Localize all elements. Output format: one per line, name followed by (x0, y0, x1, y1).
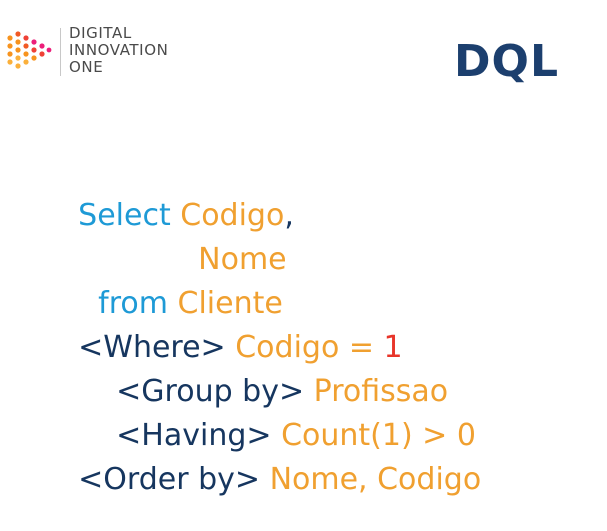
slide-title: DQL (454, 36, 559, 87)
code-line-where: <Where> Codigo = 1 (40, 297, 403, 399)
where-value: 1 (383, 330, 403, 365)
keyword-having: <Having> (116, 418, 282, 453)
sql-code-block: Select Codigo, Nome from Cliente <Where>… (40, 165, 481, 497)
keyword-from: from (98, 286, 178, 321)
brand-name-line-3: ONE (69, 58, 104, 76)
keyword-where: <Where> (78, 330, 236, 365)
brand-name-line-1: DIGITAL (69, 24, 132, 42)
code-line-select: Select Codigo, (40, 165, 294, 267)
table-cliente: Cliente (177, 286, 283, 321)
code-line-group-by: <Group by> Profissao (78, 341, 448, 443)
code-line-nome: Nome (160, 209, 287, 311)
keyword-order-by: <Order by> (78, 462, 270, 497)
where-condition: Codigo = (235, 330, 384, 365)
keyword-select: Select (78, 198, 181, 233)
brand-name-line-2: INNOVATION (69, 41, 169, 59)
code-line-from: from Cliente (60, 253, 283, 355)
brand-logo: DIGITAL INNOVATION ONE (6, 24, 196, 80)
brand-name: DIGITAL INNOVATION ONE (69, 25, 168, 76)
column-nome: Nome (198, 242, 287, 277)
having-condition: Count(1) > 0 (281, 418, 476, 453)
code-line-having: <Having> Count(1) > 0 (78, 385, 476, 487)
logo-divider (60, 28, 61, 76)
code-line-order-by: <Order by> Nome, Codigo (40, 429, 481, 531)
group-by-column: Profissao (313, 374, 449, 409)
keyword-group-by: <Group by> (116, 374, 314, 409)
column-codigo: Codigo (180, 198, 285, 233)
order-by-columns: Nome, Codigo (269, 462, 482, 497)
dotted-arrow-logo-icon (7, 31, 52, 69)
comma: , (284, 198, 294, 233)
